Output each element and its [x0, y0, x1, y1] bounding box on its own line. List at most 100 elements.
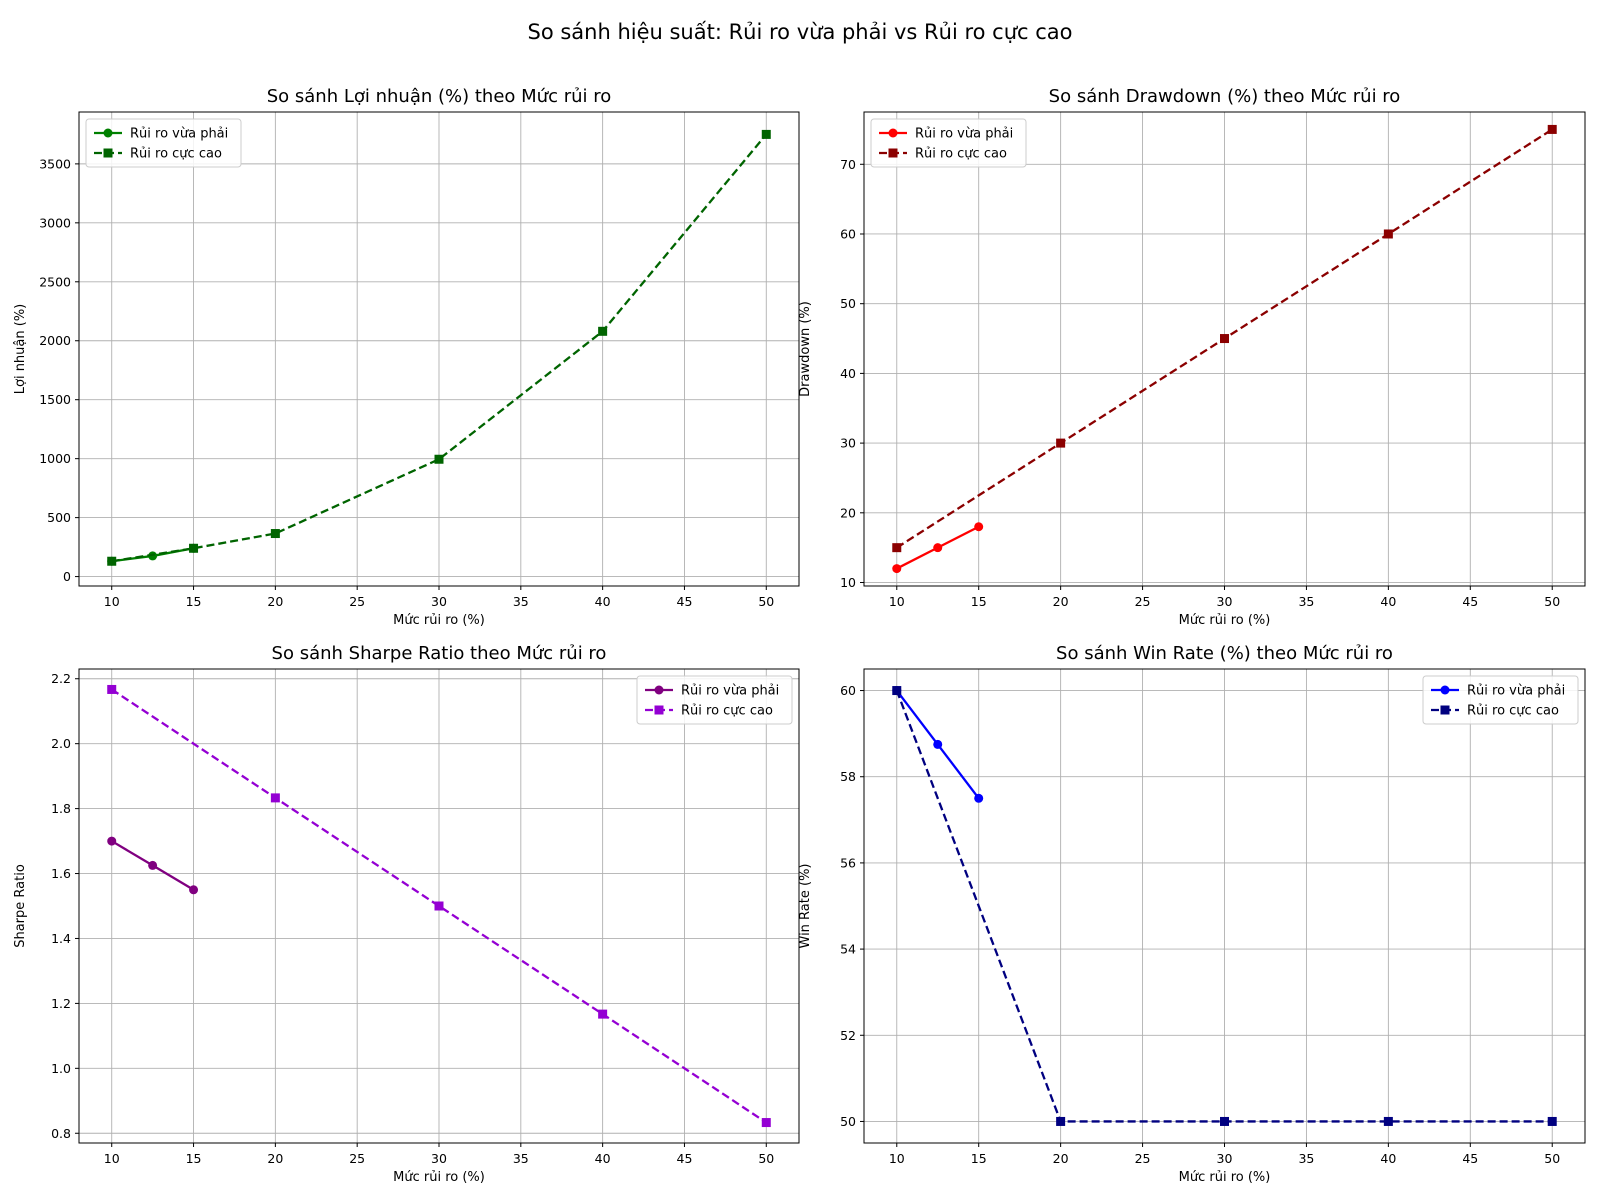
chart-2-ylabel: Drawdown (%)	[798, 301, 813, 397]
chart-1-axes-frame	[78, 111, 800, 587]
chart-1-ytick-label: 3000	[39, 215, 71, 230]
chart-1-xtick-label: 15	[186, 594, 202, 609]
chart-1-title: So sánh Lợi nhuận (%) theo Mức rủi ro	[267, 86, 612, 107]
chart-3-ytick-label: 1.2	[51, 996, 71, 1011]
chart-2-legend-label: Rủi ro cực cao	[915, 147, 1007, 162]
chart-3-xtick-label: 20	[267, 1151, 283, 1166]
chart-3-ylabel: Sharpe Ratio	[13, 864, 28, 948]
chart-1-xtick-label: 50	[758, 594, 774, 609]
chart-1-xtick-label: 40	[595, 594, 611, 609]
chart-1-series-2-point	[189, 543, 199, 553]
chart-3-series-2-point	[598, 1009, 608, 1019]
chart-4-xtick-label: 40	[1380, 1151, 1396, 1166]
chart-2-ytick-label: 70	[840, 157, 856, 172]
chart-4-title: So sánh Win Rate (%) theo Mức rủi ro	[1056, 643, 1393, 664]
chart-3-legend-swatch-marker	[654, 685, 664, 695]
chart-4-series-2-point	[1056, 1116, 1066, 1126]
chart-3-xtick-label: 15	[186, 1151, 202, 1166]
chart-2-ytick-label: 60	[840, 226, 856, 241]
chart-3-ytick-label: 1.4	[51, 931, 71, 946]
chart-1-ytick-label: 2500	[39, 274, 71, 289]
chart-1-xlabel: Mức rủi ro (%)	[393, 613, 485, 628]
chart-1-series-2-line	[111, 133, 768, 563]
chart-3-xtick-label: 35	[513, 1151, 529, 1166]
chart-1-xtick-label: 30	[431, 594, 447, 609]
chart-4-legend: Rủi ro vừa phải Rủi ro cực cao	[1422, 675, 1579, 725]
chart-2-axes-frame	[863, 111, 1586, 587]
chart-2-legend: Rủi ro vừa phải Rủi ro cực cao	[870, 118, 1027, 168]
chart-1-xtick-label: 25	[349, 594, 365, 609]
chart-3-series-2-line	[111, 688, 767, 1124]
chart-4-ytick-label: 58	[840, 769, 856, 784]
chart-3-xtick-label: 10	[104, 1151, 120, 1166]
chart-3-ytick-label: 1.8	[51, 801, 71, 816]
chart-4-xtick-label: 50	[1544, 1151, 1560, 1166]
chart-4-xtick-label: 30	[1217, 1151, 1233, 1166]
chart-1-xtick-label: 35	[513, 594, 529, 609]
chart-2-xlabel: Mức rủi ro (%)	[1179, 613, 1271, 628]
chart-4-series-2-point	[892, 686, 902, 696]
chart-1-legend-label: Rủi ro vừa phải	[130, 127, 228, 142]
chart-3-series-2-point	[761, 1118, 771, 1128]
chart-2-legend-swatch-marker	[888, 148, 898, 158]
chart-2-ytick-label: 30	[840, 436, 856, 451]
chart-3-ytick-label: 1.6	[51, 866, 71, 881]
chart-1-series-2-point	[270, 529, 280, 539]
chart-1-series-2-point	[598, 326, 608, 336]
chart-2-xtick-label: 25	[1135, 594, 1151, 609]
chart-3: 10 15 20 25 30 35 40 45 50 0.8 1.0 1.2 1.4 1.6 1.8 2.0 2…	[13, 643, 800, 1185]
chart-4-legend-label: Rủi ro cực cao	[1467, 704, 1559, 719]
chart-3-xtick-label: 25	[349, 1151, 365, 1166]
chart-4-xtick-label: 20	[1053, 1151, 1069, 1166]
chart-3-series-2-point	[434, 901, 444, 911]
chart-4-series-2-point	[1383, 1116, 1393, 1126]
chart-2-series-1-point	[974, 522, 984, 532]
chart-3-series-2-point	[270, 793, 280, 803]
chart-1-legend-swatch-marker	[103, 148, 113, 158]
chart-4-ylabel: Win Rate (%)	[798, 864, 813, 949]
chart-2-legend-label: Rủi ro vừa phải	[915, 127, 1013, 142]
chart-1-series-2-point	[107, 556, 117, 566]
chart-1-legend: Rủi ro vừa phải Rủi ro cực cao	[85, 118, 242, 168]
chart-3-title: So sánh Sharpe Ratio theo Mức rủi ro	[272, 643, 607, 664]
chart-3-ytick-label: 2.0	[51, 736, 71, 751]
chart-4-series-2-point	[1547, 1116, 1557, 1126]
chart-1-xtick-label: 20	[267, 594, 283, 609]
chart-3-series-1-point	[189, 885, 199, 895]
chart-1-ytick-label: 1500	[39, 392, 71, 407]
chart-2-series-2-point	[1383, 229, 1393, 239]
chart-1-ytick-label: 3500	[39, 156, 71, 171]
chart-4-xlabel: Mức rủi ro (%)	[1179, 1170, 1271, 1185]
chart-1: 10 15 20 25 30 35 40 45 500500100015002000250030…	[13, 86, 800, 628]
chart-4-series-2-point	[1220, 1116, 1229, 1126]
chart-1-series-2-point	[761, 129, 771, 139]
chart-4-ytick-label: 50	[840, 1114, 856, 1129]
chart-4: 10 15 20 25 30 35 40 45 50 50 52 54 56 58 60 So sánh Wi…	[798, 643, 1586, 1185]
chart-3-legend-swatch-marker	[654, 705, 664, 715]
chart-1-ytick-label: 0	[63, 569, 71, 584]
chart-1-series-2-point	[434, 454, 444, 464]
chart-1-xtick-label: 45	[677, 594, 693, 609]
chart-2-ytick-label: 40	[840, 366, 856, 381]
chart-4-xtick-label: 25	[1135, 1151, 1151, 1166]
chart-2-xtick-label: 50	[1544, 594, 1560, 609]
chart-2-xtick-label: 20	[1053, 594, 1069, 609]
chart-1-ytick-label: 1000	[39, 451, 71, 466]
chart-2-xtick-label: 30	[1217, 594, 1233, 609]
chart-4-series-1-point	[933, 739, 943, 749]
chart-3-xtick-label: 45	[677, 1151, 693, 1166]
chart-4-xtick-label: 15	[971, 1151, 987, 1166]
chart-3-ytick-label: 1.0	[51, 1061, 71, 1076]
chart-2-xtick-label: 35	[1298, 594, 1314, 609]
chart-2-series-1-point	[892, 564, 902, 574]
chart-3-series-2-point	[107, 684, 117, 694]
chart-1-legend-box	[85, 118, 242, 168]
chart-2-ytick-label: 10	[840, 575, 856, 590]
chart-2-title: So sánh Drawdown (%) theo Mức rủi ro	[1049, 86, 1401, 107]
chart-2-legend-swatch-marker	[888, 128, 898, 138]
chart-3-series-1-point	[148, 860, 158, 870]
chart-3-xtick-label: 30	[431, 1151, 447, 1166]
chart-3-series-1-point	[107, 836, 117, 846]
chart-4-ytick-label: 60	[840, 683, 856, 698]
